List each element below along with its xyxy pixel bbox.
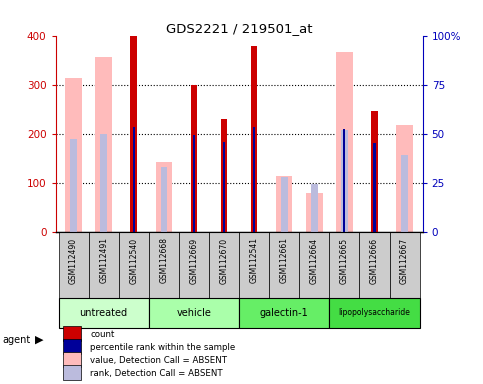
Bar <box>359 232 389 298</box>
Bar <box>239 232 269 298</box>
Text: lipopolysaccharide: lipopolysaccharide <box>339 308 411 317</box>
Bar <box>191 85 197 232</box>
Bar <box>119 232 149 298</box>
Bar <box>253 127 255 232</box>
Bar <box>396 124 413 232</box>
Text: GSM112491: GSM112491 <box>99 237 108 283</box>
Bar <box>251 46 257 232</box>
Bar <box>209 232 239 298</box>
Bar <box>221 119 227 232</box>
Bar <box>336 52 353 232</box>
Text: rank, Detection Call = ABSENT: rank, Detection Call = ABSENT <box>90 369 223 378</box>
Text: GSM112541: GSM112541 <box>250 237 258 283</box>
Bar <box>239 298 329 328</box>
Bar <box>311 184 318 232</box>
Bar <box>133 127 135 232</box>
Text: GSM112666: GSM112666 <box>370 237 379 284</box>
Text: GSM112670: GSM112670 <box>220 237 228 284</box>
Bar <box>373 143 376 232</box>
Text: GSM112665: GSM112665 <box>340 237 349 284</box>
Bar <box>63 352 81 367</box>
Bar <box>65 78 82 232</box>
Bar <box>96 57 112 232</box>
Text: untreated: untreated <box>80 308 128 318</box>
Text: GSM112664: GSM112664 <box>310 237 319 284</box>
Bar <box>299 232 329 298</box>
Bar <box>130 36 137 232</box>
Bar <box>160 167 167 232</box>
Bar <box>276 176 293 232</box>
Bar <box>389 232 420 298</box>
Text: GSM112668: GSM112668 <box>159 237 169 283</box>
Bar <box>341 131 348 232</box>
Text: GSM112490: GSM112490 <box>69 237 78 284</box>
Text: count: count <box>90 330 115 339</box>
Bar <box>371 111 378 232</box>
Text: GSM112540: GSM112540 <box>129 237 138 284</box>
Title: GDS2221 / 219501_at: GDS2221 / 219501_at <box>166 22 313 35</box>
Bar <box>100 134 107 232</box>
Bar <box>149 298 239 328</box>
Bar <box>179 232 209 298</box>
Bar <box>371 152 378 232</box>
Bar <box>63 339 81 354</box>
Bar <box>343 129 345 232</box>
Bar <box>89 232 119 298</box>
Bar <box>63 365 81 380</box>
Text: agent: agent <box>2 335 30 345</box>
Text: galectin-1: galectin-1 <box>260 308 309 318</box>
Text: vehicle: vehicle <box>176 308 212 318</box>
Bar <box>156 162 172 232</box>
Bar <box>63 326 81 341</box>
Text: ▶: ▶ <box>35 335 44 345</box>
Bar <box>401 155 408 232</box>
Bar <box>58 298 149 328</box>
Text: GSM112669: GSM112669 <box>189 237 199 284</box>
Bar <box>71 139 77 232</box>
Bar <box>281 177 287 232</box>
Bar <box>193 135 195 232</box>
Text: percentile rank within the sample: percentile rank within the sample <box>90 343 236 352</box>
Bar <box>329 232 359 298</box>
Text: GSM112667: GSM112667 <box>400 237 409 284</box>
Text: GSM112661: GSM112661 <box>280 237 289 283</box>
Bar <box>306 193 323 232</box>
Bar <box>223 142 225 232</box>
Bar <box>149 232 179 298</box>
Bar <box>58 232 89 298</box>
Bar <box>269 232 299 298</box>
Text: value, Detection Call = ABSENT: value, Detection Call = ABSENT <box>90 356 227 365</box>
Bar <box>329 298 420 328</box>
